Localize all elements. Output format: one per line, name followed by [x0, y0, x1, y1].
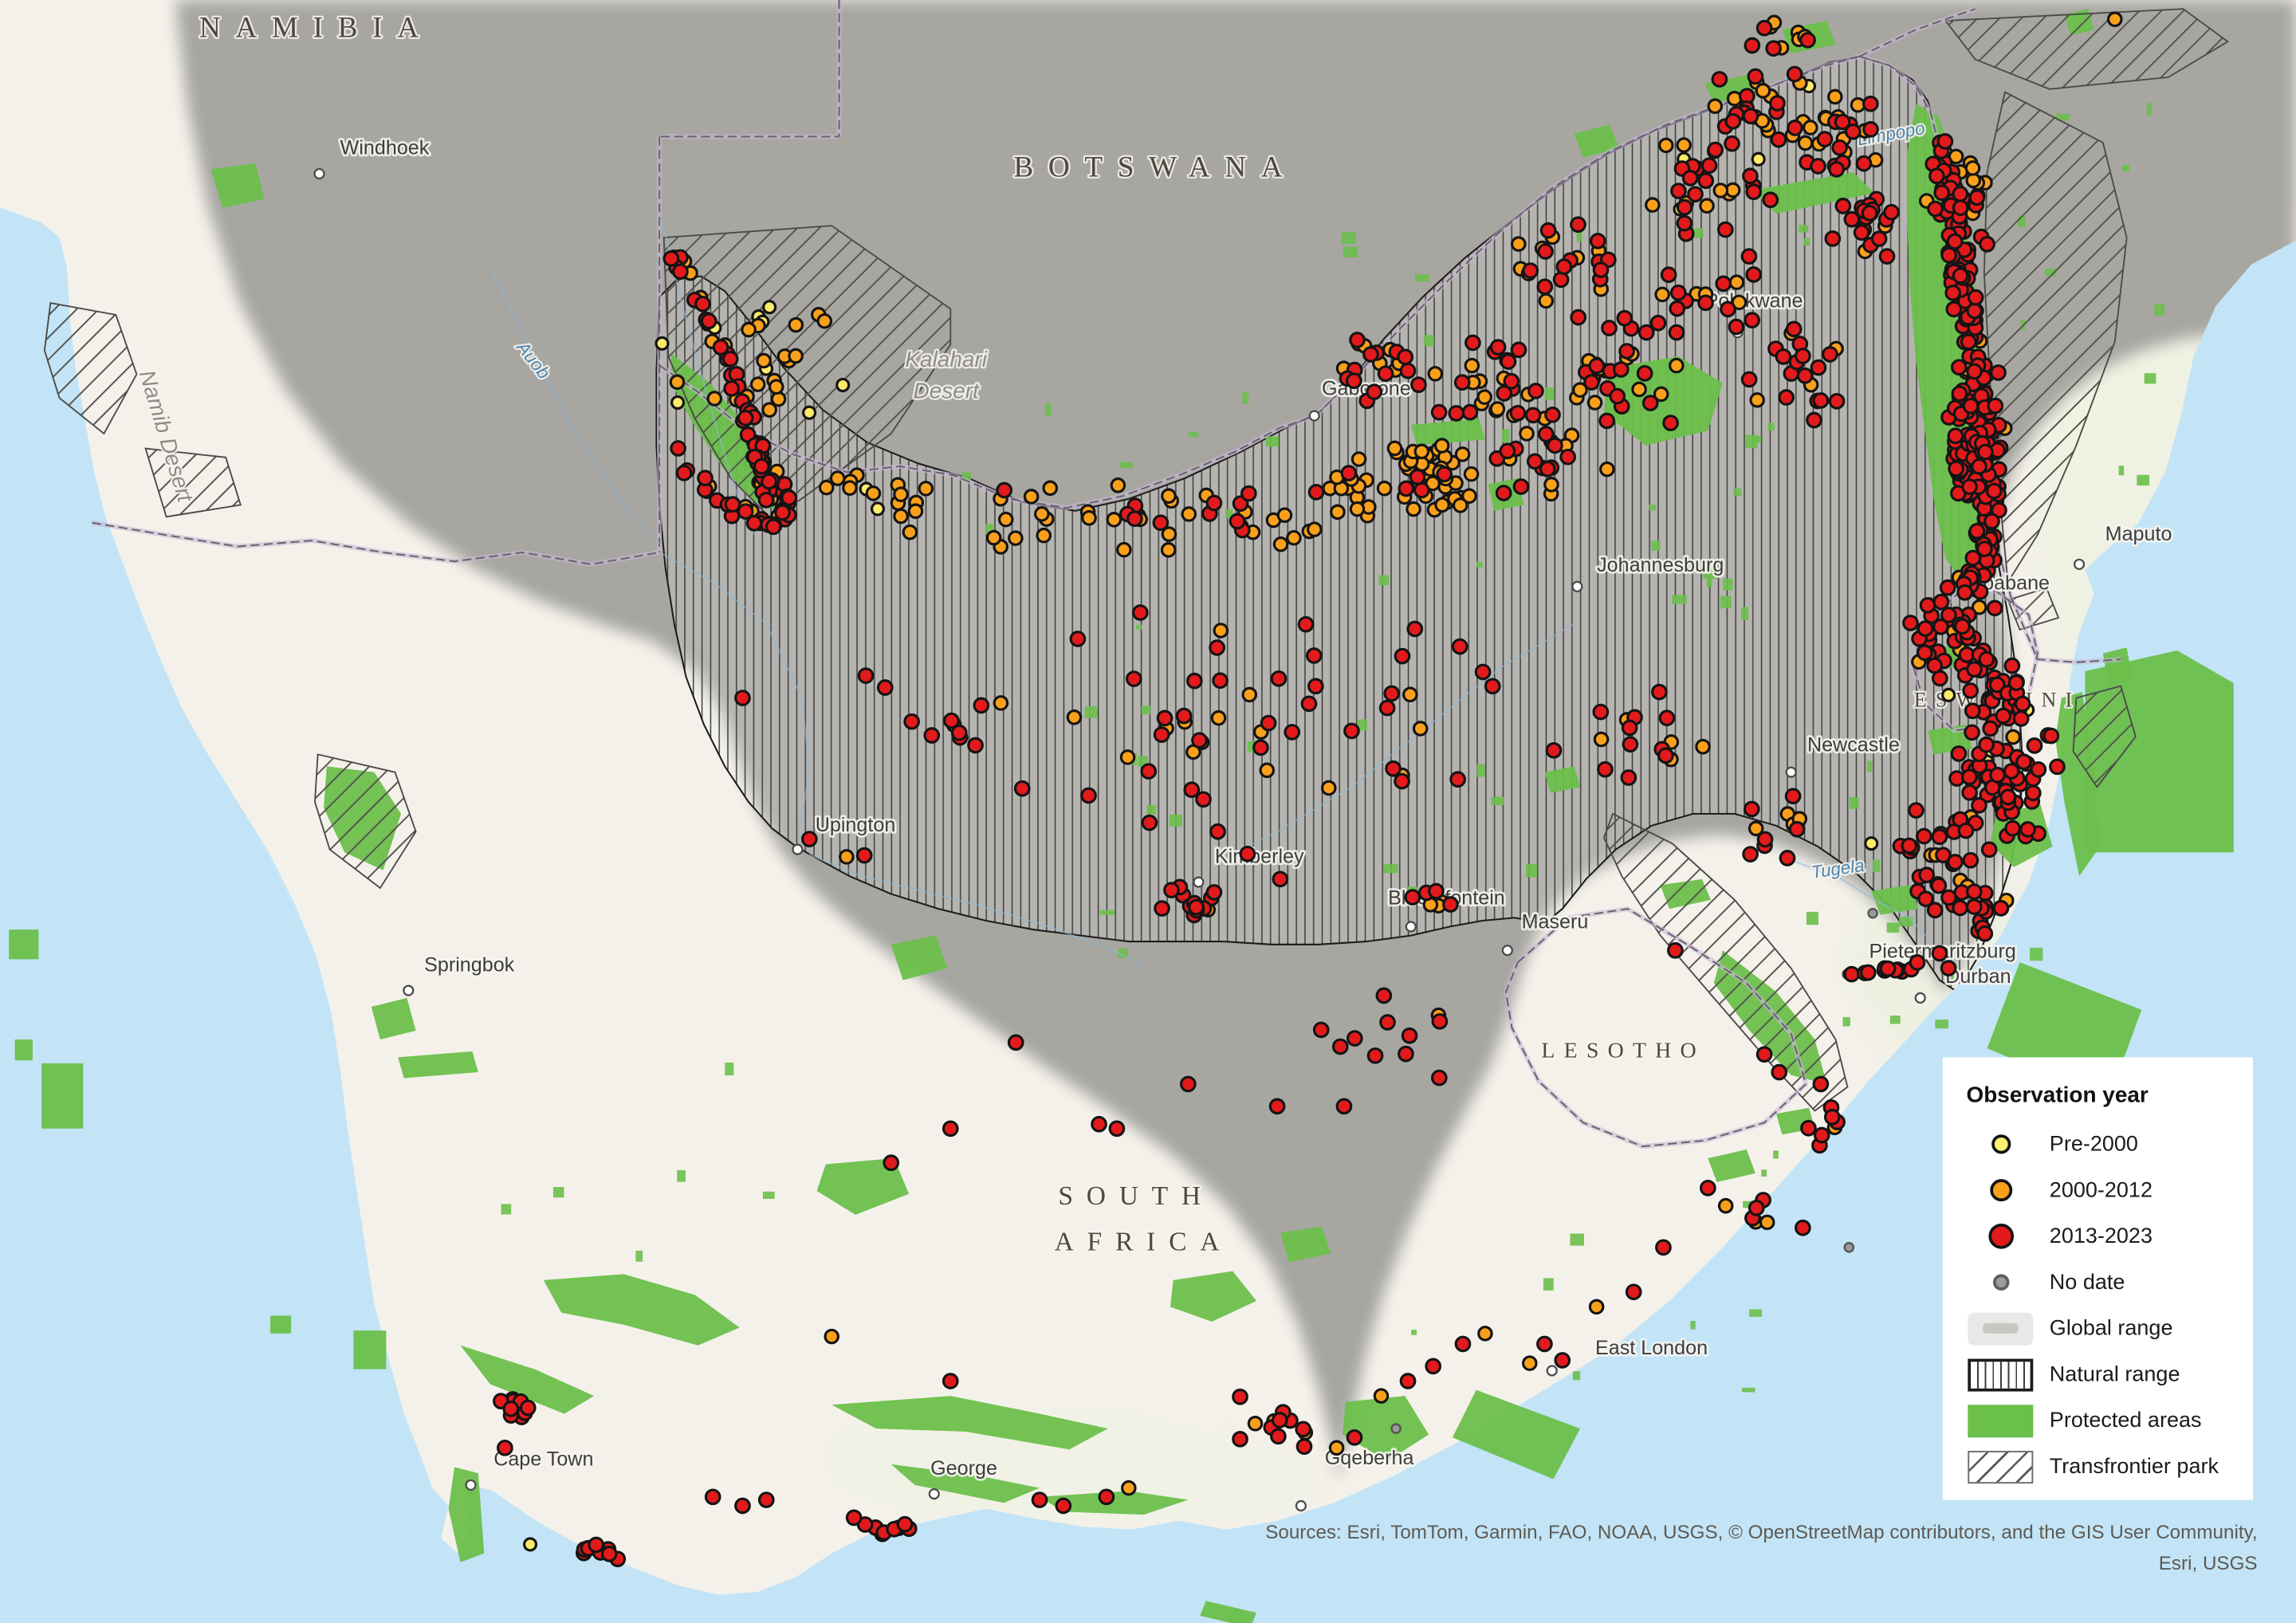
- attribution-line-2: Esri, USGS: [2158, 1551, 2258, 1574]
- country-label-namibia: NAMIBIA: [199, 12, 434, 45]
- city-marker: [1405, 921, 1417, 933]
- transfrontier-park-layer: [43, 8, 2230, 1112]
- city-marker: [2073, 558, 2086, 570]
- city-kimberley: Kimberley: [1193, 843, 1307, 888]
- legend-item-protected-areas: Protected areas: [1966, 1397, 2238, 1444]
- city-cape-town: Cape Town: [465, 1446, 596, 1491]
- legend-swatch-2000-2012: [1966, 1179, 2035, 1202]
- city-label: Maseru: [1522, 910, 1589, 933]
- city-newcastle: Newcastle: [1785, 732, 1902, 778]
- city-marker: [1295, 1499, 1307, 1512]
- city-label: Newcastle: [1807, 734, 1900, 756]
- country-label-africa: AFRICA: [1055, 1228, 1233, 1257]
- city-marker: [1785, 766, 1797, 778]
- city-east-london: East London: [1546, 1334, 1710, 1377]
- city-springbok: Springbok: [403, 952, 517, 996]
- city-marker: [313, 167, 325, 180]
- city-marker: [792, 843, 804, 855]
- city-marker: [1308, 410, 1320, 422]
- city-label: Kimberley: [1215, 845, 1304, 867]
- legend-swatch-global-range: [1966, 1311, 2035, 1345]
- city-label: Johannesburg: [1597, 554, 1724, 576]
- city-label: East London: [1595, 1337, 1708, 1359]
- legend-label-pre-2000: Pre-2000: [2049, 1132, 2138, 1157]
- legend-swatch-transfrontier-park: [1966, 1450, 2035, 1483]
- legend-swatch-protected-areas: [1966, 1404, 2035, 1437]
- city-label: Upington: [816, 814, 896, 836]
- desert-label-kalahari: Kalahari: [905, 347, 987, 371]
- legend-item-2000-2012: 2000-2012: [1966, 1167, 2238, 1213]
- attribution-line-1: Sources: Esri, TomTom, Garmin, FAO, NOAA…: [1265, 1520, 2258, 1543]
- city-label: George: [930, 1457, 997, 1480]
- city-george: George: [928, 1455, 1000, 1500]
- legend-item-global-range: Global range: [1966, 1305, 2238, 1351]
- desert-label-desert: Desert: [914, 378, 981, 403]
- city-label: Cape Town: [493, 1448, 593, 1471]
- rivers: [489, 222, 1932, 966]
- legend-label-protected-areas: Protected areas: [2049, 1408, 2202, 1432]
- city-marker: [1193, 876, 1205, 888]
- city-marker: [465, 1479, 477, 1491]
- legend-item-transfrontier-park: Transfrontier park: [1966, 1444, 2238, 1490]
- legend-swatch-no-date: [1966, 1274, 2035, 1291]
- city-marker: [1914, 992, 1926, 1004]
- country-label-botswana: BOTSWANA: [1013, 151, 1297, 184]
- legend-label-2013-2023: 2013-2023: [2049, 1224, 2152, 1248]
- city-label: Polokwane: [1705, 290, 1803, 312]
- legend-item-no-date: No date: [1966, 1259, 2238, 1306]
- legend-items: Pre-2000 2000-2012 2013-2023 No date Global …: [1966, 1121, 2238, 1489]
- city-marker: [928, 1487, 940, 1500]
- city-marker: [1571, 580, 1583, 592]
- city-marker: [403, 984, 415, 996]
- legend-label-no-date: No date: [2049, 1270, 2125, 1295]
- city-label: Springbok: [424, 953, 515, 976]
- city-upington: Upington: [792, 812, 898, 855]
- legend-item-2013-2023: 2013-2023: [1966, 1213, 2238, 1259]
- city-label: Windhoek: [340, 137, 430, 159]
- legend-panel: Observation year Pre-2000 2000-2012 2013-2…: [1942, 1057, 2254, 1500]
- legend-swatch-2013-2023: [1966, 1224, 2035, 1249]
- city-maputo: Maputo: [2073, 521, 2174, 570]
- legend-item-pre-2000: Pre-2000: [1966, 1121, 2238, 1167]
- city-johannesburg: Johannesburg: [1571, 552, 1726, 592]
- city-maseru: Maseru: [1501, 909, 1590, 957]
- city-label: Maputo: [2105, 523, 2172, 545]
- legend-title: Observation year: [1966, 1083, 2149, 1108]
- country-label-lesotho: LESOTHO: [1541, 1038, 1705, 1063]
- legend-item-natural-range: Natural range: [1966, 1351, 2238, 1397]
- legend-swatch-pre-2000: [1966, 1134, 2035, 1154]
- country-label-south: SOUTH: [1058, 1181, 1214, 1211]
- legend-label-global-range: Global range: [2049, 1316, 2173, 1341]
- legend-swatch-natural-range: [1966, 1358, 2035, 1391]
- city-windhoek: Windhoek: [313, 135, 432, 180]
- city-marker: [1546, 1365, 1558, 1377]
- city-marker: [1501, 945, 1513, 957]
- legend-label-transfrontier-park: Transfrontier park: [2049, 1454, 2219, 1479]
- observation-dots: [493, 11, 2123, 1568]
- map-attribution: Sources: Esri, TomTom, Garmin, FAO, NOAA…: [1265, 1518, 2257, 1579]
- legend-label-2000-2012: 2000-2012: [2049, 1178, 2152, 1203]
- legend-label-natural-range: Natural range: [2049, 1362, 2180, 1387]
